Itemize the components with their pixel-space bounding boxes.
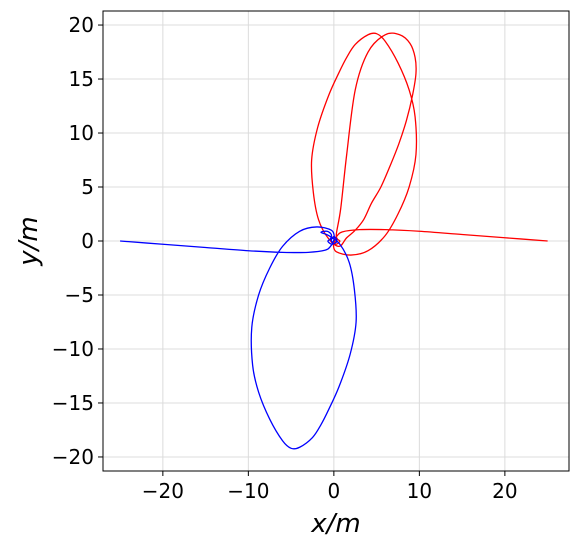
series-layer bbox=[120, 32, 548, 450]
x-tick-label: 10 bbox=[407, 479, 432, 503]
x-tick-label: 0 bbox=[327, 479, 340, 503]
y-tick-label: 10 bbox=[69, 121, 94, 145]
x-tick-label: 20 bbox=[492, 479, 517, 503]
y-tick-label: 20 bbox=[69, 13, 94, 37]
y-axis-label: y/m bbox=[14, 216, 44, 266]
y-tick-label: −10 bbox=[52, 337, 94, 361]
y-tick-label: 5 bbox=[81, 175, 94, 199]
y-tick-label: −20 bbox=[52, 445, 94, 469]
x-tick-label: −10 bbox=[227, 479, 269, 503]
ticks: −20 −10 0 10 20 −20 −15 −10 −5 0 5 10 15 20 bbox=[52, 13, 518, 503]
y-tick-label: 0 bbox=[81, 229, 94, 253]
blue-trajectory-line bbox=[120, 226, 357, 450]
y-tick-label: 15 bbox=[69, 67, 94, 91]
x-tick-label: −20 bbox=[142, 479, 184, 503]
y-tick-label: −15 bbox=[52, 391, 94, 415]
x-axis-label: x/m bbox=[310, 509, 360, 539]
y-tick-label: −5 bbox=[65, 283, 94, 307]
